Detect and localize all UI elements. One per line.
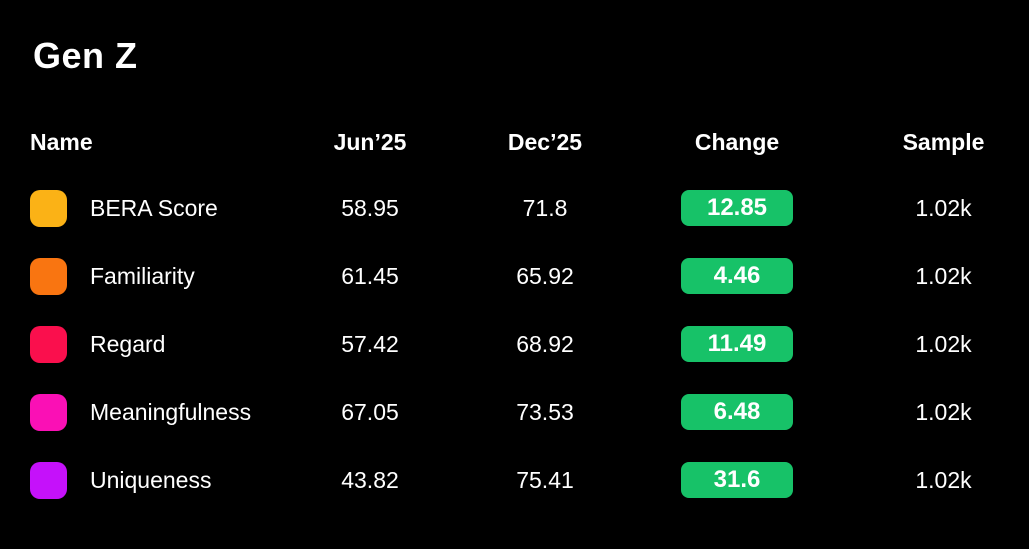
dec25-value: 71.8 bbox=[522, 194, 568, 221]
column-header-jun25: Jun’25 bbox=[333, 128, 407, 155]
column-header-name: Name bbox=[30, 128, 93, 155]
dec25-value: 65.92 bbox=[516, 262, 574, 289]
table-body: BERA Score 58.95 71.8 12.85 1.02k Famili… bbox=[0, 174, 1029, 514]
metric-name-label: Familiarity bbox=[90, 262, 195, 289]
change-badge: 11.49 bbox=[681, 326, 793, 362]
dec25-value: 68.92 bbox=[516, 330, 574, 357]
page-title: Gen Z bbox=[33, 35, 138, 76]
change-cell: 12.85 bbox=[650, 190, 824, 226]
change-cell: 11.49 bbox=[650, 326, 824, 362]
table-header: Name Jun’25 Dec’25 Change Sample bbox=[0, 122, 1029, 162]
dec25-value: 73.53 bbox=[516, 398, 574, 425]
series-color-swatch bbox=[30, 189, 67, 227]
series-color-swatch bbox=[30, 393, 67, 431]
table-row-uniqueness[interactable]: Uniqueness 43.82 75.41 31.6 1.02k bbox=[0, 446, 1029, 514]
column-header-sample: Sample bbox=[902, 128, 985, 155]
metric-name-cell: Meaningfulness bbox=[30, 393, 300, 431]
sample-value: 1.02k bbox=[915, 194, 972, 221]
series-color-swatch bbox=[30, 257, 67, 295]
table-row-bera-score[interactable]: BERA Score 58.95 71.8 12.85 1.02k bbox=[0, 174, 1029, 242]
column-header-dec25: Dec’25 bbox=[507, 128, 583, 155]
sample-value: 1.02k bbox=[915, 262, 972, 289]
jun25-value: 67.05 bbox=[341, 398, 399, 425]
metric-name-label: Meaningfulness bbox=[90, 398, 252, 425]
metric-name-cell: BERA Score bbox=[30, 189, 300, 227]
table-row-meaningfulness[interactable]: Meaningfulness 67.05 73.53 6.48 1.02k bbox=[0, 378, 1029, 446]
change-cell: 4.46 bbox=[650, 258, 824, 294]
table-row-familiarity[interactable]: Familiarity 61.45 65.92 4.46 1.02k bbox=[0, 242, 1029, 310]
metric-name-cell: Regard bbox=[30, 325, 300, 363]
change-cell: 31.6 bbox=[650, 462, 824, 498]
change-cell: 6.48 bbox=[650, 394, 824, 430]
jun25-value: 57.42 bbox=[341, 330, 399, 357]
change-badge: 12.85 bbox=[681, 190, 793, 226]
metric-name-label: BERA Score bbox=[90, 194, 218, 221]
series-color-swatch bbox=[30, 325, 67, 363]
metric-name-label: Uniqueness bbox=[90, 466, 212, 493]
table-row-regard[interactable]: Regard 57.42 68.92 11.49 1.02k bbox=[0, 310, 1029, 378]
dec25-value: 75.41 bbox=[516, 466, 574, 493]
jun25-value: 58.95 bbox=[341, 194, 399, 221]
sample-value: 1.02k bbox=[915, 398, 972, 425]
jun25-value: 43.82 bbox=[341, 466, 399, 493]
change-badge: 6.48 bbox=[681, 394, 793, 430]
change-badge: 4.46 bbox=[681, 258, 793, 294]
jun25-value: 61.45 bbox=[341, 262, 399, 289]
series-color-swatch bbox=[30, 461, 67, 499]
change-badge: 31.6 bbox=[681, 462, 793, 498]
column-header-change: Change bbox=[694, 128, 780, 155]
metric-name-label: Regard bbox=[90, 330, 166, 357]
sample-value: 1.02k bbox=[915, 330, 972, 357]
sample-value: 1.02k bbox=[915, 466, 972, 493]
metric-name-cell: Uniqueness bbox=[30, 461, 300, 499]
metric-name-cell: Familiarity bbox=[30, 257, 300, 295]
